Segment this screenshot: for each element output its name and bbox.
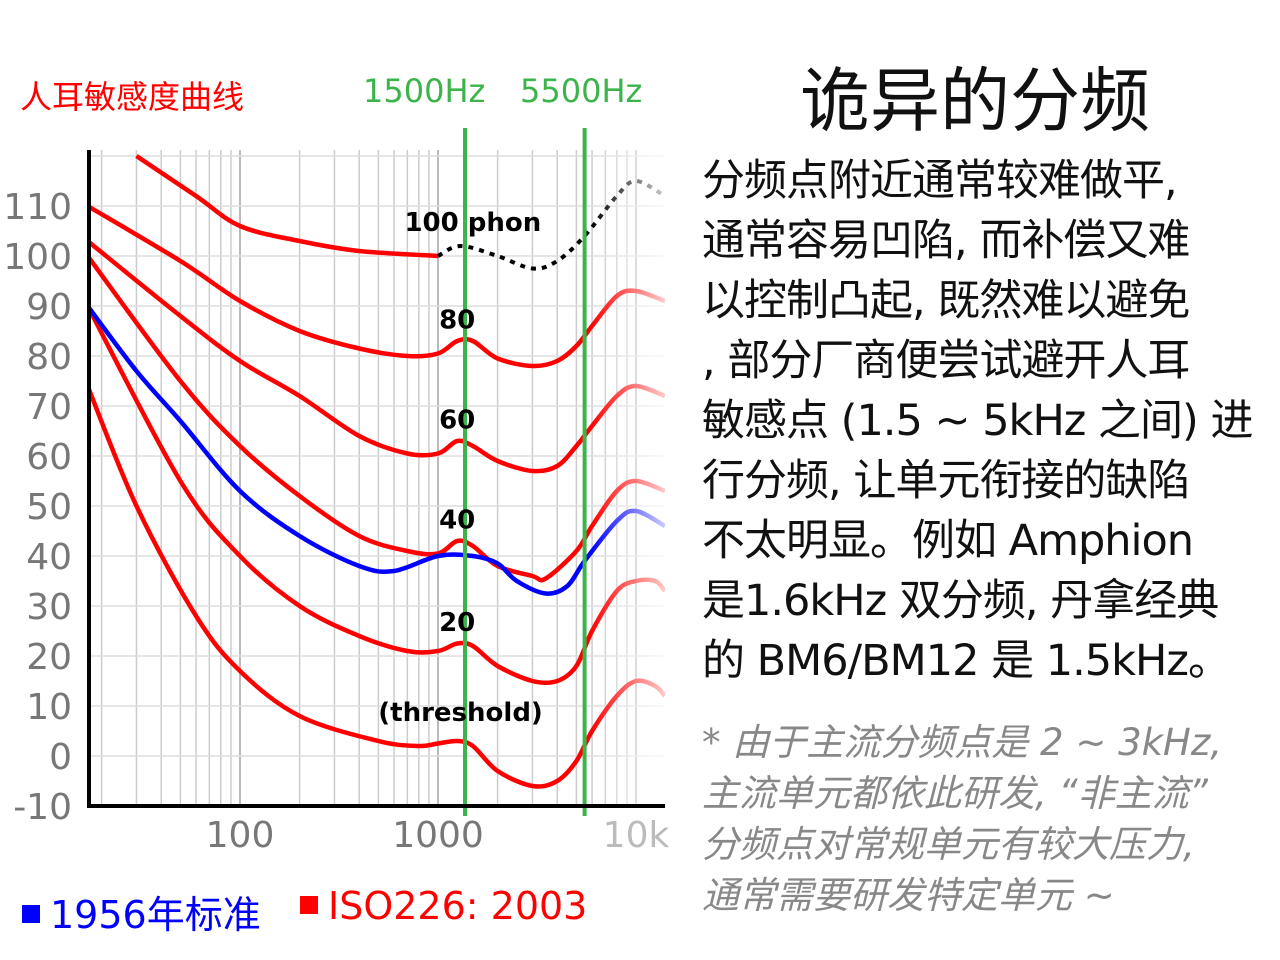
curve-20 [89, 304, 665, 686]
x-tick-label: 1000 [392, 815, 484, 856]
chart-title: 人耳敏感度曲线 [20, 78, 245, 116]
body-line: 通常容易凹陷, 而补偿又难 [702, 216, 1190, 266]
high-freq-fade [590, 120, 680, 806]
y-tick-label: 90 [26, 287, 72, 328]
body-line: 分频点附近通常较难做平, [702, 156, 1178, 206]
curve-80 [89, 204, 665, 369]
curve-label: 20 [439, 608, 475, 638]
legend-label: ISO226: 2003 [328, 884, 588, 928]
body-line: 的 BM6/BM12 是 1.5kHz。 [702, 636, 1231, 686]
marker-5500hz-label: 5500Hz [520, 72, 643, 110]
y-tick-label: 20 [26, 637, 72, 678]
y-tick-label: 30 [26, 587, 72, 628]
x-tick-label: 10k [603, 815, 670, 856]
slide-title: 诡异的分频 [800, 60, 1150, 142]
y-tick-label: 80 [26, 337, 72, 378]
curve-label: 60 [439, 406, 475, 436]
crossover-markers [463, 128, 587, 816]
y-tick-label: 100 [3, 237, 72, 278]
y-tick-label: 10 [26, 687, 72, 728]
x-tick-label: 100 [206, 815, 275, 856]
body-line: , 部分厂商便尝试避开人耳 [702, 336, 1190, 386]
legend-label: 1956年标准 [50, 893, 261, 937]
legend-swatch-red [300, 895, 318, 914]
note-line: * 由于主流分频点是 2 ~ 3kHz, [702, 721, 1223, 764]
marker-1500hz-label: 1500Hz [363, 72, 486, 110]
legend-item-1956: 1956年标准 [22, 884, 261, 939]
curve-label: 80 [439, 306, 475, 336]
y-tick-label: 60 [26, 437, 72, 478]
body-line: 不太明显。例如 Amphion [702, 516, 1194, 566]
legend-swatch-blue [22, 904, 40, 923]
curve-labels: (threshold) 20 40 60 80 100 phon [378, 208, 543, 728]
body-line: 以控制凸起, 既然难以避免 [702, 276, 1190, 326]
curve-label: 100 phon [404, 208, 541, 238]
curves [89, 154, 665, 789]
legend-item-iso226: ISO226: 2003 [300, 884, 587, 928]
body-line: 敏感点 (1.5 ~ 5kHz 之间) 进 [702, 396, 1253, 446]
y-tick-label: -10 [13, 787, 72, 828]
y-tick-label: 0 [49, 737, 72, 778]
curve-100-phon [135, 154, 439, 259]
note-line: 主流单元都依此研发, “非主流” [702, 772, 1208, 815]
y-tick-label: 40 [26, 537, 72, 578]
curve-label: (threshold) [378, 698, 543, 728]
y-tick-label: 110 [3, 187, 72, 228]
grid [89, 150, 665, 807]
y-tick-label: 70 [26, 387, 72, 428]
body-line: 行分频, 让单元衔接的缺陷 [702, 456, 1190, 506]
note-line: 分频点对常规单元有较大压力, [702, 823, 1195, 866]
body-line: 是1.6kHz 双分频, 丹拿经典 [702, 576, 1219, 626]
curve-40 [89, 254, 665, 583]
curve-label: 40 [439, 506, 475, 536]
note-line: 通常需要研发特定单元 ~ [702, 874, 1115, 917]
y-tick-label: 50 [26, 487, 72, 528]
